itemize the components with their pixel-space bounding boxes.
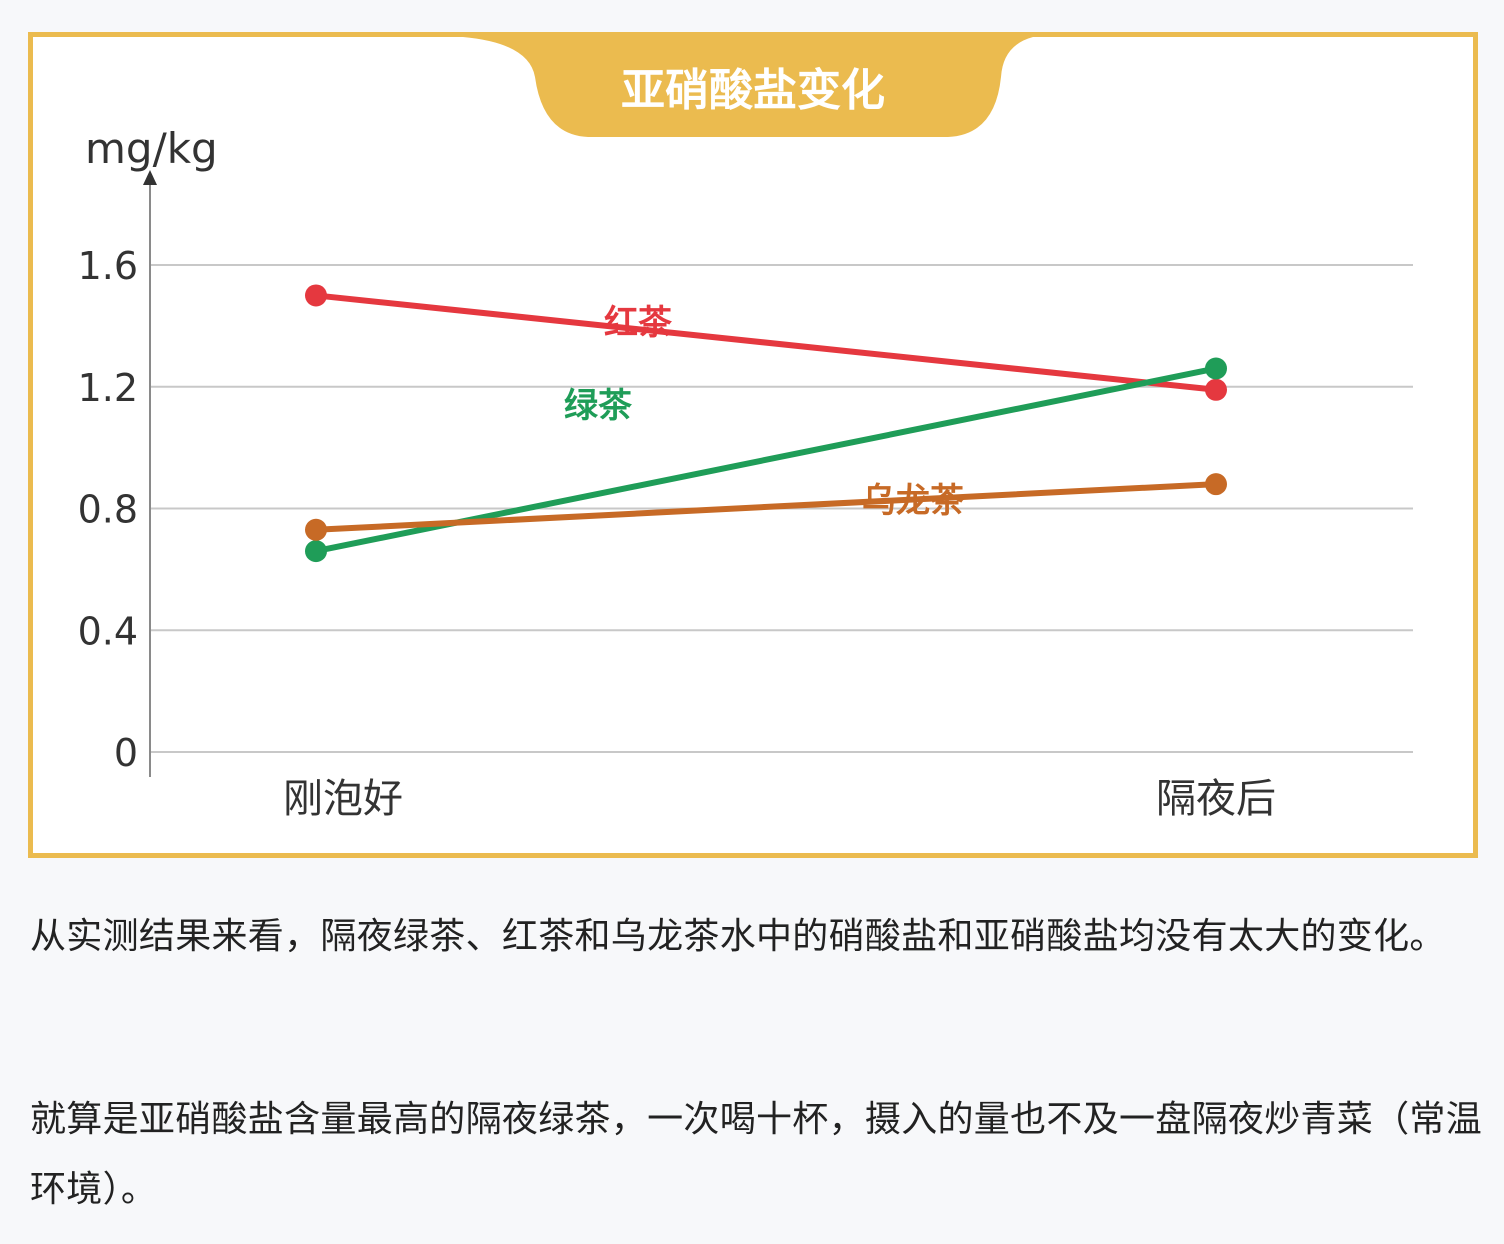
series-label: 绿茶: [564, 386, 633, 426]
y-tick-label: 1.6: [78, 244, 138, 288]
data-point: [305, 284, 327, 307]
series-line: [313, 292, 1219, 393]
axis-layer: mg/kg 0 0.4 0.8 1.2 1.6 刚泡好 隔夜后: [78, 124, 1276, 822]
series-label: 红茶: [604, 303, 673, 343]
y-axis-label: mg/kg: [85, 124, 218, 173]
article-paragraph-2: 就算是亚硝酸盐含量最高的隔夜绿茶，一次喝十杯，摄入的量也不及一盘隔夜炒青菜（常温…: [30, 1099, 1483, 1210]
data-point: [305, 518, 327, 541]
article-paragraph-1: 从实测结果来看，隔夜绿茶、红茶和乌龙茶水中的硝酸盐和亚硝酸盐均没有太大的变化。: [30, 916, 1446, 957]
data-point: [305, 540, 327, 563]
y-tick-label: 1.2: [78, 366, 138, 410]
y-tick-label: 0.4: [78, 609, 138, 653]
title-banner: [463, 37, 1033, 137]
x-tick-label: 刚泡好: [283, 776, 403, 822]
data-point: [1205, 378, 1227, 401]
chart-card: 亚硝酸盐变化 mg/kg 0 0.4 0.8 1.2 1.6 刚泡好 隔夜后 红茶绿茶乌龙茶: [28, 32, 1478, 858]
y-tick-label: 0.8: [78, 488, 138, 532]
data-point: [1205, 473, 1227, 496]
chart-title: 亚硝酸盐变化: [621, 65, 885, 116]
y-tick-label: 0: [114, 731, 138, 775]
series-line: [313, 481, 1219, 533]
data-point: [1205, 357, 1227, 380]
y-axis-arrow: [143, 170, 157, 185]
series-label: 乌龙茶: [862, 481, 965, 521]
x-tick-label: 隔夜后: [1156, 776, 1276, 822]
